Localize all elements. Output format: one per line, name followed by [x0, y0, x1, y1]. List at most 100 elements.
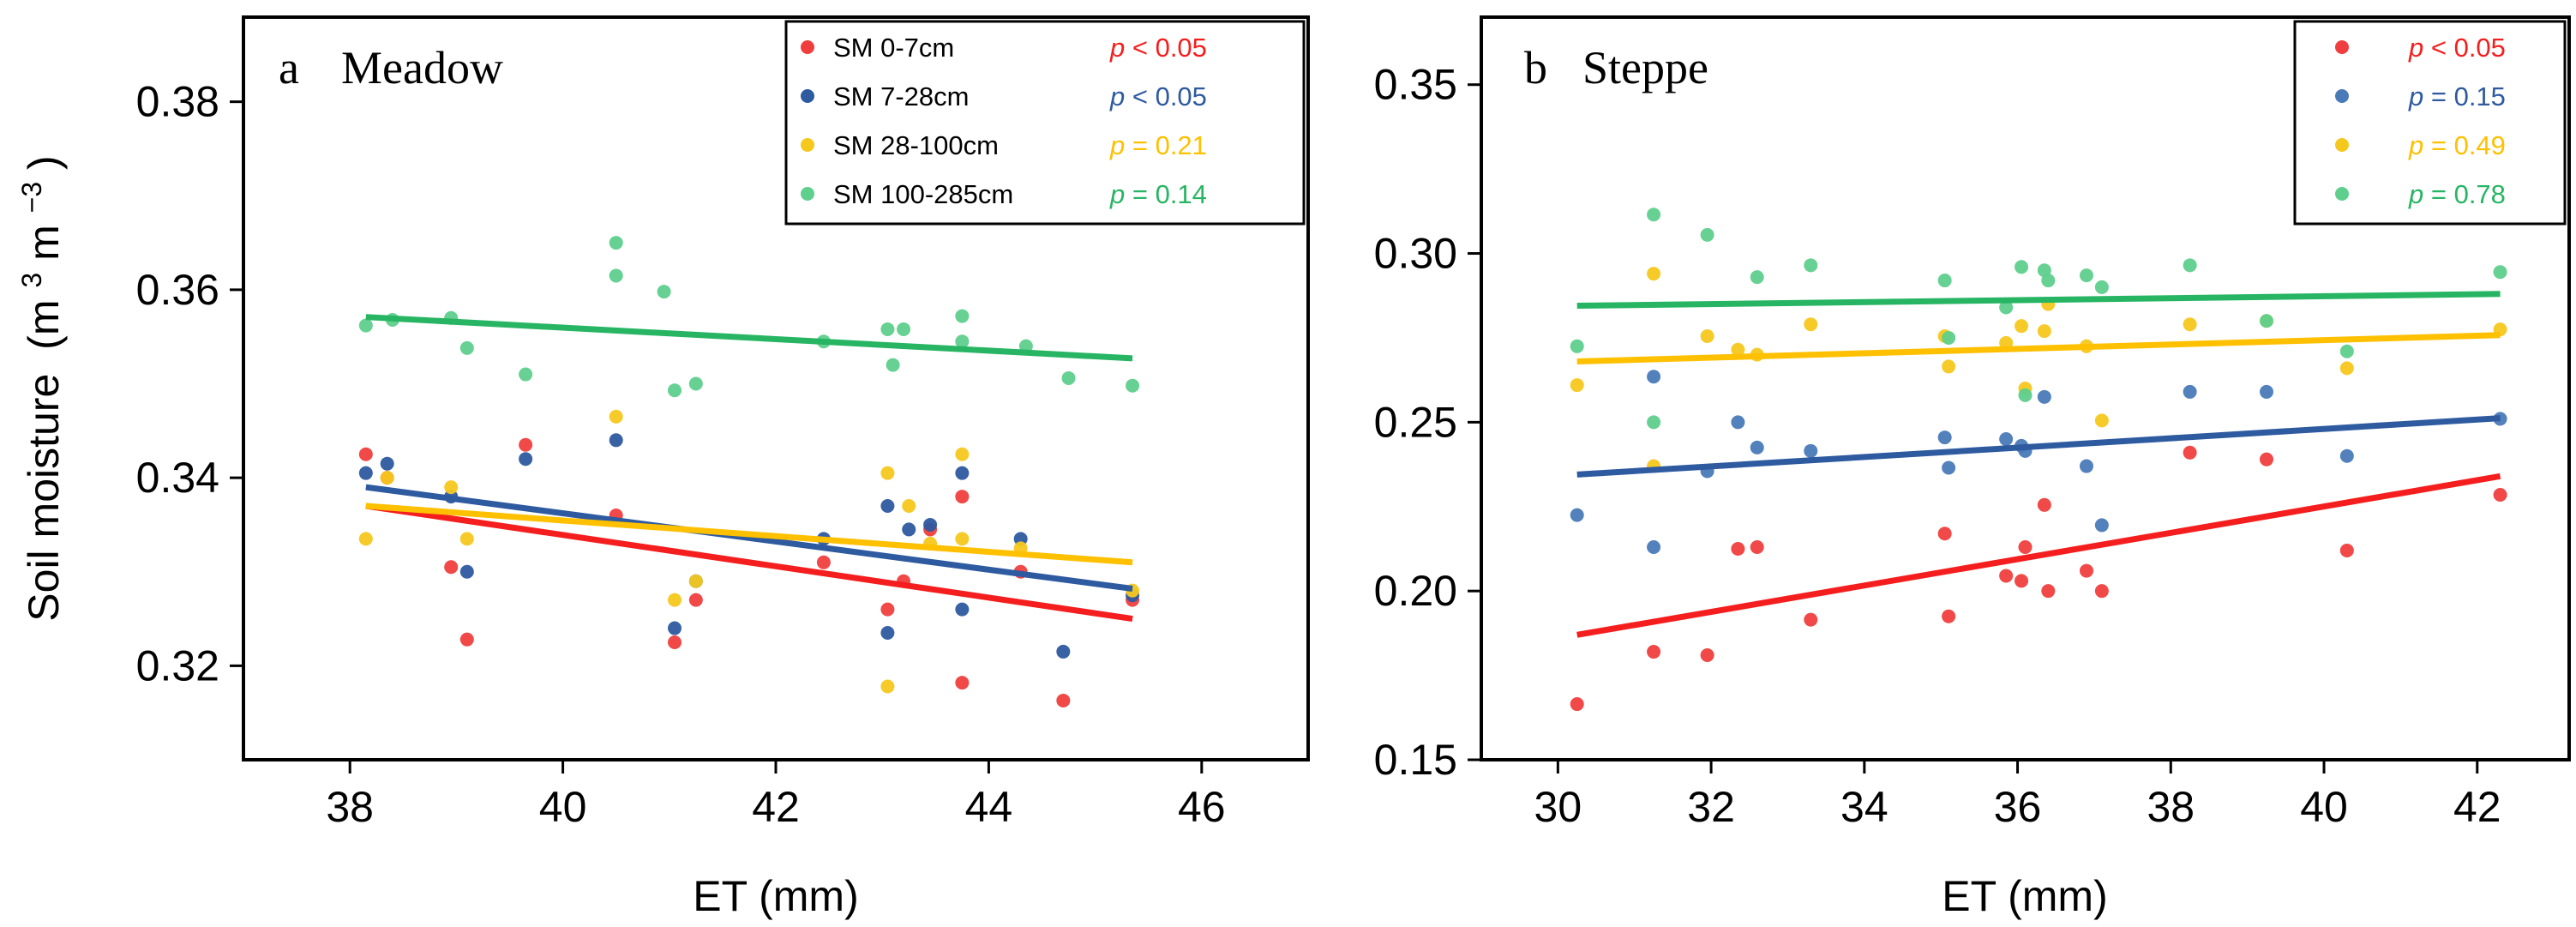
data-point: [2094, 413, 2109, 428]
data-point: [358, 532, 373, 546]
panel-a-x-tick-label: 38: [326, 783, 374, 831]
data-point: [880, 602, 895, 617]
legend-p-symbol: p: [1109, 130, 1125, 160]
legend-p-symbol: p: [1109, 33, 1125, 63]
legend-marker: [2335, 138, 2349, 152]
panel-a-y-axis-label: Soil moisture (m 3 m −3 ): [3, 155, 68, 621]
data-point: [380, 471, 394, 485]
data-point: [880, 679, 895, 694]
legend-marker: [801, 138, 814, 152]
legend-p-text: = 0.78: [2423, 179, 2506, 209]
data-point: [668, 593, 682, 607]
data-point: [444, 560, 459, 575]
legend-p-text: < 0.05: [2423, 33, 2506, 63]
data-point: [1647, 267, 1661, 281]
legend-p-text: = 0.49: [2423, 130, 2506, 160]
legend-series-name: SM 0-7cm: [833, 33, 954, 63]
panel-a-y-tick-label: 0.38: [136, 78, 219, 126]
data-point: [2339, 448, 2354, 463]
data-point: [519, 367, 533, 382]
panel-b-y-tick-label: 0.15: [1374, 736, 1457, 784]
legend-p-symbol: p: [1109, 81, 1125, 111]
data-point: [459, 340, 474, 355]
data-point: [886, 358, 900, 372]
panel-b-plot-area: [1570, 208, 2507, 712]
regression-line: [1576, 291, 2501, 310]
data-point: [2260, 452, 2274, 467]
data-point: [2079, 459, 2093, 473]
data-point: [2079, 563, 2093, 578]
data-point: [2183, 445, 2197, 460]
data-point: [880, 626, 895, 641]
legend-marker: [801, 89, 814, 103]
legend-p-text: = 0.21: [1125, 130, 1207, 160]
legend-marker: [801, 187, 814, 201]
panel-a-x-tick-label: 44: [965, 783, 1013, 831]
data-point: [1126, 378, 1140, 393]
data-point: [1999, 432, 2014, 447]
data-point: [1056, 693, 1071, 707]
panel-a-x-axis-label: ET (mm): [693, 872, 858, 920]
panel-b-letter: b: [1524, 42, 1547, 93]
data-point: [358, 447, 373, 461]
legend-series-name: SM 100-285cm: [833, 179, 1013, 209]
panel-b-data-layer: [1570, 208, 2507, 712]
data-point: [955, 602, 970, 617]
panel-b-series-1: [1570, 445, 2507, 712]
data-point: [1647, 208, 1661, 222]
legend-series-name: SM 7-28cm: [833, 81, 969, 111]
regression-line: [365, 503, 1133, 566]
data-point: [358, 466, 373, 480]
panel-b-y-tick-label: 0.30: [1374, 230, 1457, 278]
data-point: [2493, 265, 2507, 280]
panel-a-x-tick-label: 42: [752, 783, 800, 831]
data-point: [1700, 227, 1714, 242]
legend-p-value: p = 0.78: [2408, 179, 2506, 209]
data-point: [955, 466, 970, 480]
data-point: [2037, 389, 2051, 404]
data-point: [1647, 415, 1661, 430]
y-axis-label-unit-exp1: 3: [16, 273, 47, 288]
panel-b-frame: [1480, 15, 2571, 761]
data-point: [1750, 440, 1764, 454]
data-point: [1061, 370, 1076, 385]
data-point: [1570, 378, 1584, 393]
data-point: [1937, 430, 1952, 445]
data-point: [1804, 612, 1818, 627]
data-point: [902, 522, 916, 537]
data-point: [1700, 328, 1714, 343]
regression-line: [1576, 473, 2501, 638]
data-point: [1999, 569, 2014, 583]
data-point: [668, 621, 682, 635]
legend-p-text: < 0.05: [1125, 81, 1207, 111]
regression-line: [365, 314, 1133, 362]
data-point: [955, 309, 970, 323]
data-point: [668, 635, 682, 649]
panel-b-y-tick-label: 0.20: [1374, 567, 1457, 615]
data-point: [1647, 540, 1661, 555]
data-point: [955, 490, 970, 504]
data-point: [668, 383, 682, 398]
data-point: [2037, 324, 2051, 339]
data-point: [1942, 330, 1956, 345]
regression-line: [365, 484, 1133, 592]
legend-p-value: p < 0.05: [2408, 33, 2506, 63]
legend-p-value: p = 0.15: [2408, 81, 2506, 111]
regression-line: [1576, 415, 2501, 478]
data-point: [519, 452, 533, 467]
legend-marker: [2335, 187, 2349, 201]
data-point: [380, 456, 394, 471]
legend-p-symbol: p: [2408, 130, 2423, 160]
data-point: [459, 632, 474, 647]
data-point: [1804, 443, 1818, 458]
data-point: [955, 447, 970, 461]
panel-a-plot-area: [358, 236, 1140, 707]
data-point: [2015, 319, 2029, 334]
data-point: [2094, 518, 2109, 533]
y-axis-label-unit-close: ): [20, 155, 68, 170]
y-axis-label-main: Soil moisture: [20, 374, 68, 622]
data-point: [2015, 260, 2029, 274]
panel-b-ticks: 30 32 34 36 38 40 42 0.15 0.20 0.25 0.30 0.35: [1374, 61, 2501, 831]
data-point: [1804, 317, 1818, 332]
